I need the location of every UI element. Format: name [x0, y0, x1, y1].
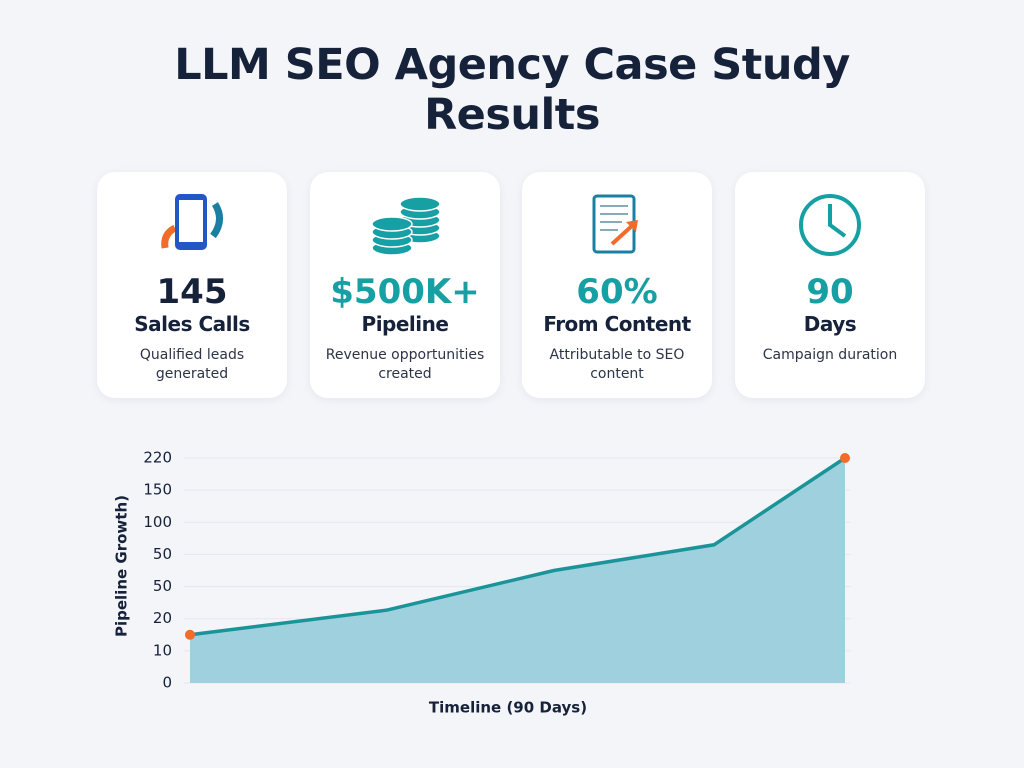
stat-description: Attributable to SEO content — [549, 347, 685, 382]
stat-label: Days — [803, 312, 857, 336]
point-marker — [185, 629, 195, 640]
stat-value: 145 — [156, 272, 228, 312]
stat-value: 90 — [806, 272, 854, 312]
stat-card: 145 Sales Calls Qualified leads generate… — [97, 172, 287, 398]
title: LLM SEO Agency Case Study Results — [174, 40, 850, 140]
stat-card: 90 Days Campaign duration — [735, 172, 925, 398]
coins-icon — [371, 196, 441, 256]
stat-label: Pipeline — [361, 312, 449, 336]
stat-label: Sales Calls — [134, 312, 250, 336]
stat-value: $500K+ — [330, 272, 480, 312]
phone-icon — [161, 194, 223, 250]
stat-description: Qualified leads generated — [139, 347, 245, 382]
stat-description: Revenue opportunities created — [325, 347, 485, 382]
y-tick-label: 10 — [153, 641, 172, 659]
area — [190, 458, 845, 683]
y-tick-label: 50 — [153, 545, 172, 563]
stat-value: 60% — [576, 272, 658, 312]
y-tick-label: 150 — [143, 481, 172, 499]
y-tick-label: 100 — [143, 513, 172, 531]
stat-card: 60% From Content Attributable to SEO con… — [522, 172, 712, 398]
line — [189, 456, 846, 637]
stat-card: $500K+ Pipeline Revenue opportunities cr… — [310, 172, 500, 398]
stat-description: Campaign duration — [762, 347, 898, 363]
clock-icon — [799, 194, 861, 256]
y-tick-label: 50 — [153, 577, 172, 595]
point-marker — [840, 453, 850, 463]
y-tick-label: 20 — [153, 609, 172, 627]
y-tick-label: 220 — [143, 449, 172, 467]
x-axis-title: Timeline (90 Days) — [429, 699, 587, 717]
y-tick-label: 0 — [162, 674, 172, 692]
stat-label: From Content — [543, 312, 691, 336]
document-icon — [592, 194, 638, 254]
y-axis-title: Pipeline Growth) — [113, 495, 131, 637]
